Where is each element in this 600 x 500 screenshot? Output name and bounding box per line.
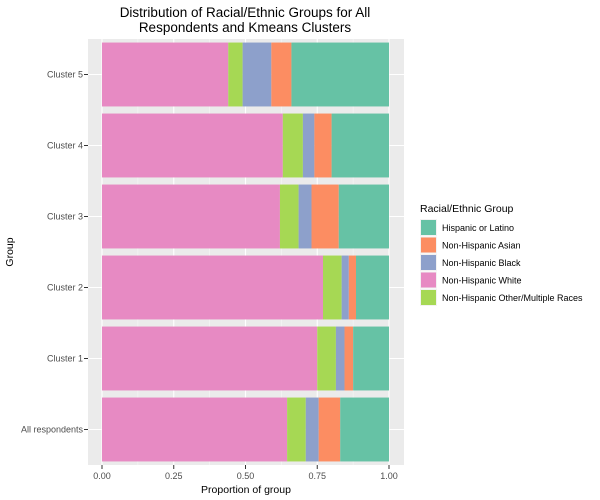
legend-swatch <box>421 255 436 270</box>
bar-segment <box>311 184 339 249</box>
bar-segment <box>102 326 318 391</box>
bar-segment <box>344 326 354 391</box>
x-tick-label: 0.50 <box>237 471 255 481</box>
legend-label: Non-Hispanic Other/Multiple Races <box>442 293 583 303</box>
bar-segment <box>355 255 389 320</box>
bar-segment <box>353 326 389 391</box>
bar-segment <box>102 397 288 462</box>
x-tick-label: 1.00 <box>380 471 398 481</box>
y-tick-label: All respondents <box>21 425 84 435</box>
bar-segment <box>271 42 292 107</box>
y-tick-label: Cluster 3 <box>47 212 83 222</box>
legend: Racial/Ethnic Group Hispanic or Latino No… <box>420 203 583 306</box>
legend-title: Racial/Ethnic Group <box>420 203 514 215</box>
x-tick-label: 0.00 <box>93 471 111 481</box>
bar-segment <box>287 397 306 462</box>
bar-segment <box>314 113 332 178</box>
chart-title-line-2: Respondents and Kmeans Clusters <box>139 20 352 35</box>
y-tick-label: Cluster 1 <box>47 354 83 364</box>
bar-segment <box>228 42 243 107</box>
bar-segment <box>305 397 319 462</box>
bar-segment <box>348 255 356 320</box>
legend-swatch <box>421 290 436 305</box>
x-tick-label: 0.75 <box>308 471 326 481</box>
y-tick-label: Cluster 5 <box>47 70 83 80</box>
chart-title: Distribution of Racial/Ethnic Groups for… <box>120 5 371 35</box>
bar-segment <box>331 113 389 178</box>
x-axis-title: Proportion of group <box>201 484 291 496</box>
bar-segment <box>102 42 229 107</box>
bar-segment <box>341 255 349 320</box>
y-axis-ticks: Cluster 5 Cluster 4 Cluster 3 Cluster 2 Clus… <box>21 70 88 435</box>
y-tick-label: Cluster 2 <box>47 283 83 293</box>
legend-label: Non-Hispanic White <box>442 276 522 286</box>
bar-segment <box>338 184 389 249</box>
bar-segment <box>298 184 312 249</box>
bar-segment <box>102 113 283 178</box>
chart-title-line-1: Distribution of Racial/Ethnic Groups for… <box>120 5 371 20</box>
bars <box>102 42 389 462</box>
legend-label: Non-Hispanic Asian <box>442 241 521 251</box>
bar-segment <box>242 42 272 107</box>
bar-segment <box>335 326 345 391</box>
bar-segment <box>291 42 389 107</box>
x-tick-label: 0.25 <box>165 471 183 481</box>
bar-segment <box>318 397 341 462</box>
legend-swatch <box>421 220 436 235</box>
bar-segment <box>317 326 336 391</box>
bar-segment <box>102 255 323 320</box>
legend-label: Non-Hispanic Black <box>442 258 521 268</box>
y-axis-title: Group <box>4 237 16 266</box>
bar-segment <box>340 397 389 462</box>
bar-segment <box>322 255 342 320</box>
legend-swatch <box>421 237 436 253</box>
legend-swatch <box>421 272 436 288</box>
bar-segment <box>302 113 315 178</box>
bar-segment <box>282 113 303 178</box>
x-axis-ticks: 0.00 0.25 0.50 0.75 1.00 <box>93 465 398 481</box>
legend-label: Hispanic or Latino <box>442 223 514 233</box>
bar-segment <box>279 184 299 249</box>
y-tick-label: Cluster 4 <box>47 141 83 151</box>
bar-segment <box>102 184 280 249</box>
